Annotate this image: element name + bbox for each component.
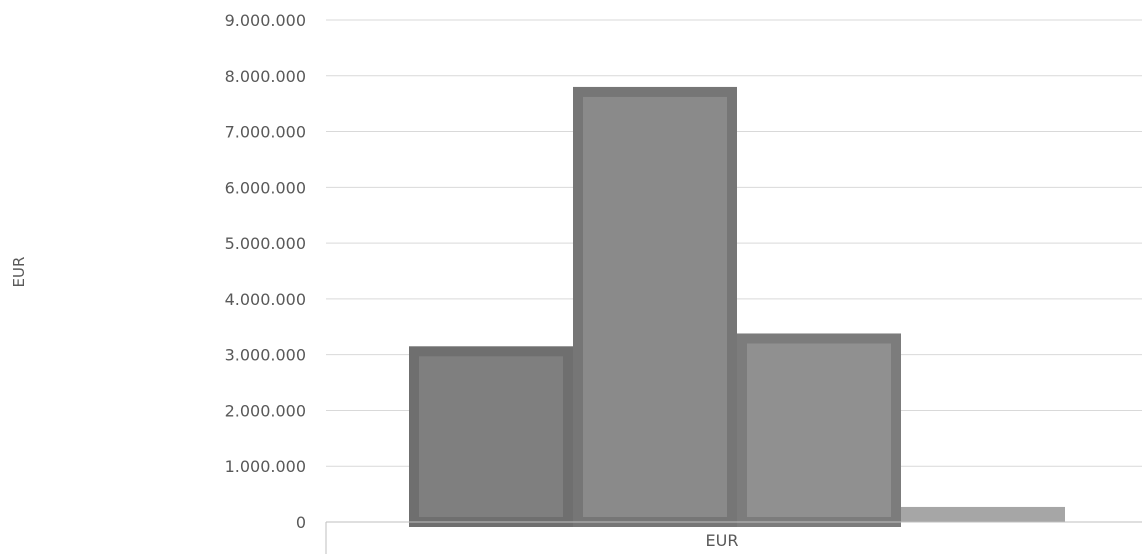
y-tick-label: 1.000.000 <box>225 457 306 476</box>
y-tick-labels: 0 1.000.000 2.000.000 3.000.000 4.000.000 5.0… <box>225 11 306 532</box>
y-tick-label: 4.000.000 <box>225 290 306 309</box>
bar <box>573 86 737 528</box>
y-tick-label: 2.000.000 <box>225 401 306 420</box>
bar <box>409 346 573 527</box>
y-tick-label: 8.000.000 <box>225 67 306 86</box>
x-tick-label: EUR <box>706 531 739 550</box>
y-tick-label: 3.000.000 <box>225 346 306 365</box>
y-axis-title: EUR <box>10 257 28 288</box>
y-tick-label: 0 <box>296 513 306 532</box>
y-tick-label: 9.000.000 <box>225 11 306 30</box>
bars <box>409 86 1065 528</box>
y-tick-label: 5.000.000 <box>225 234 306 253</box>
y-tick-label: 6.000.000 <box>225 178 306 197</box>
y-tick-label: 7.000.000 <box>225 123 306 142</box>
bar <box>737 333 901 527</box>
bar <box>901 506 1065 522</box>
axes <box>325 521 1142 554</box>
